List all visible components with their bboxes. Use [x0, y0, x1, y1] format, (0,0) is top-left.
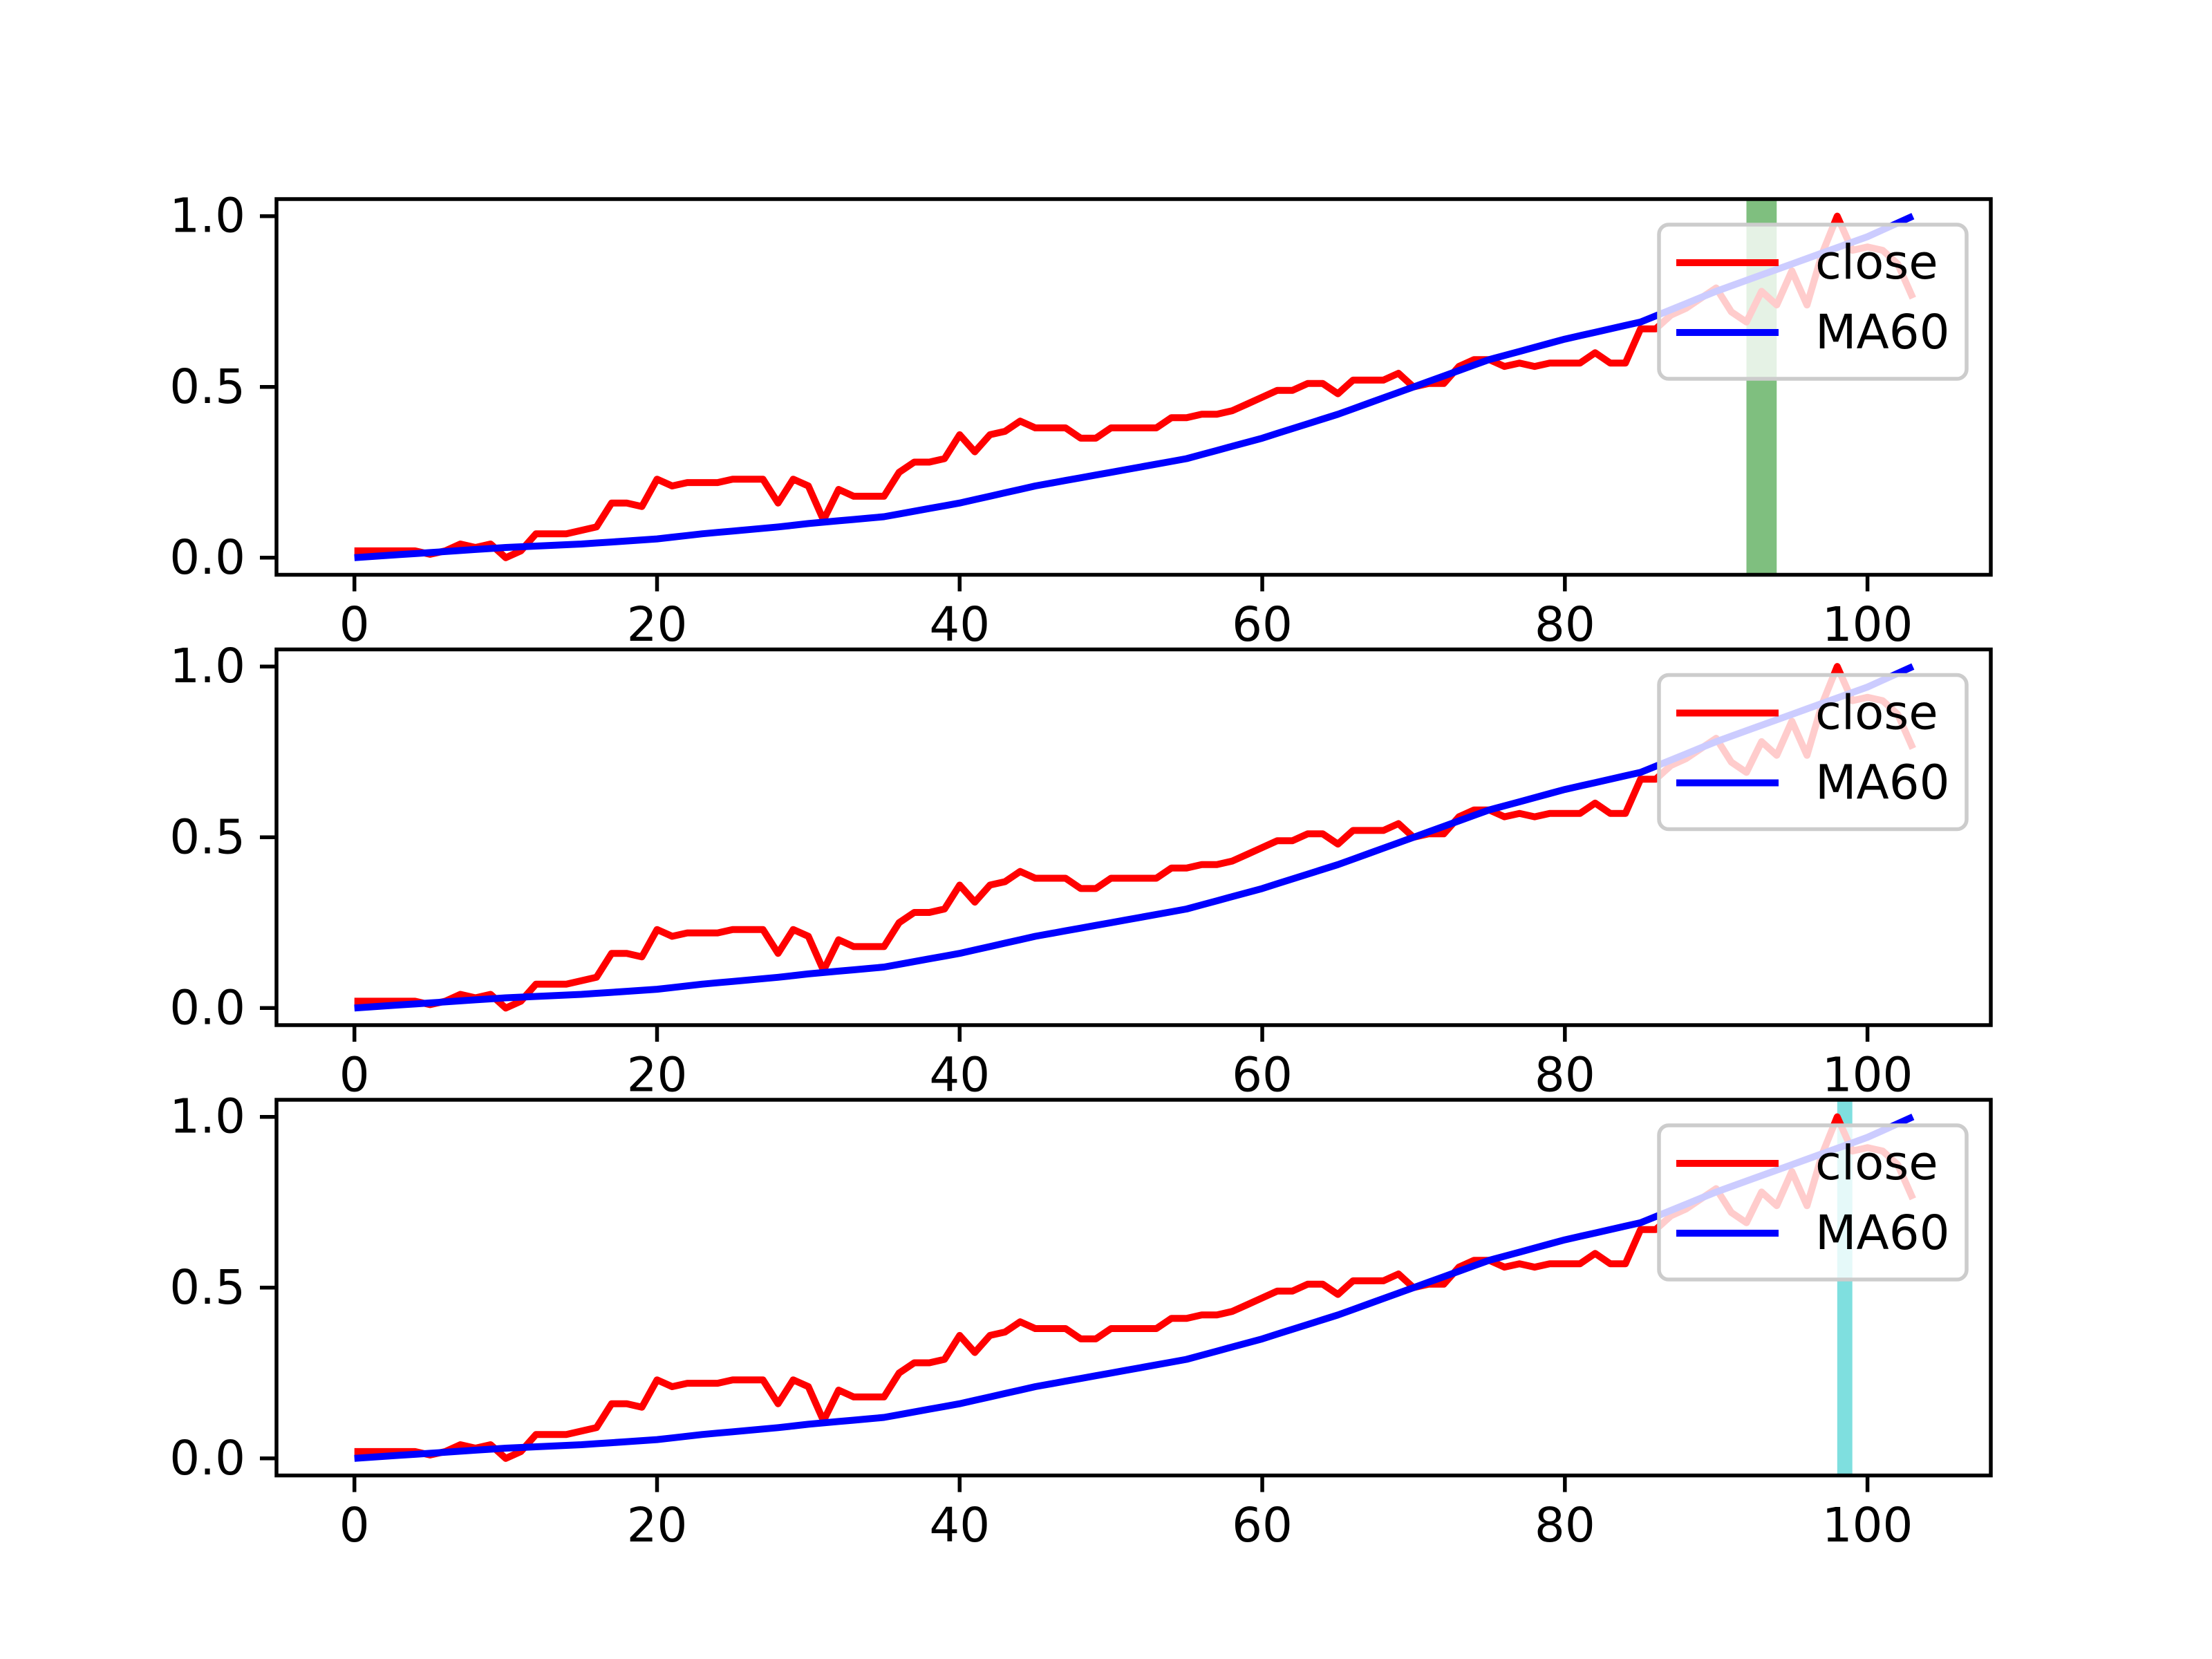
- x-tick-label: 100: [1822, 597, 1913, 653]
- x-tick-label: 80: [1535, 1047, 1595, 1103]
- legend-label: MA60: [1815, 305, 1950, 360]
- y-tick-label: 0.5: [169, 1260, 245, 1315]
- legend-label: close: [1815, 686, 1938, 741]
- series-line: [354, 663, 1915, 1012]
- legend-label: close: [1815, 235, 1938, 290]
- y-tick-label: 0.5: [169, 359, 245, 415]
- y-tick-label: 0.0: [169, 1431, 245, 1486]
- x-tick-label: 20: [627, 597, 688, 653]
- x-tick-label: 0: [339, 597, 370, 653]
- x-tick-label: 20: [627, 1047, 688, 1103]
- y-tick-label: 1.0: [169, 639, 245, 694]
- x-tick-label: 80: [1535, 597, 1595, 653]
- series-line: [354, 1113, 1916, 1462]
- x-tick-label: 40: [929, 1047, 990, 1103]
- y-tick-label: 0.0: [169, 980, 245, 1035]
- y-tick-label: 0.0: [169, 530, 245, 585]
- series-line: [354, 663, 1916, 1012]
- x-tick-label: 0: [339, 1047, 370, 1103]
- series-line: [354, 212, 1916, 561]
- axes: 0 20 40 60 80 100 0.0 0.5 1.0 close MA60: [169, 639, 1993, 1103]
- x-tick-label: 100: [1822, 1047, 1913, 1103]
- legend-label: close: [1815, 1136, 1938, 1191]
- legend-label: MA60: [1815, 756, 1950, 811]
- y-tick-label: 1.0: [169, 1089, 245, 1145]
- x-tick-label: 60: [1232, 1047, 1293, 1103]
- x-tick-label: 60: [1232, 1498, 1293, 1553]
- x-tick-label: 60: [1232, 597, 1293, 653]
- x-tick-label: 80: [1535, 1498, 1595, 1553]
- axes: 0 20 40 60 80 100 0.0 0.5 1.0 close MA60: [169, 1089, 1993, 1553]
- series-line: [354, 213, 1915, 561]
- axes: 0 20 40 60 80 100 0.0 0.5 1.0 close MA60: [169, 189, 1993, 653]
- x-tick-label: 40: [929, 1498, 990, 1553]
- x-tick-label: 0: [339, 1498, 370, 1553]
- x-tick-label: 40: [929, 597, 990, 653]
- series-line: [354, 1114, 1915, 1462]
- x-tick-label: 20: [627, 1498, 688, 1553]
- y-tick-label: 1.0: [169, 189, 245, 244]
- legend-label: MA60: [1815, 1206, 1950, 1261]
- x-tick-label: 100: [1822, 1498, 1913, 1553]
- y-tick-label: 0.5: [169, 809, 245, 865]
